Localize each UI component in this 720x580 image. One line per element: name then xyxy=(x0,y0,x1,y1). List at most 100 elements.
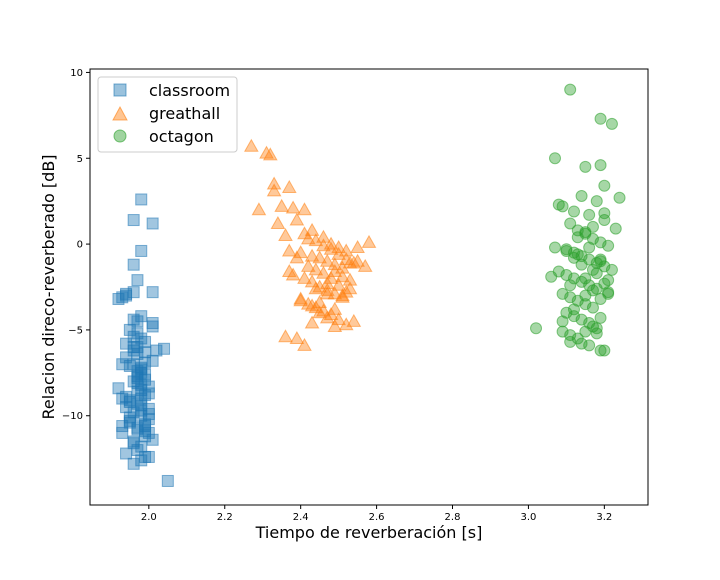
y-tick-label: 5 xyxy=(77,154,83,165)
point-octagon xyxy=(609,222,622,235)
point-octagon xyxy=(564,83,577,96)
point-greathall xyxy=(259,145,274,159)
point-classroom xyxy=(135,454,148,467)
point-greathall xyxy=(361,234,377,248)
point-classroom xyxy=(135,404,148,417)
legend-box xyxy=(97,76,238,153)
point-octagon xyxy=(530,322,543,335)
x-tick-label: 2.2 xyxy=(217,512,233,523)
point-greathall xyxy=(281,179,297,193)
point-octagon xyxy=(590,327,603,340)
point-octagon xyxy=(586,263,599,276)
point-octagon xyxy=(586,284,599,297)
point-classroom xyxy=(127,286,140,299)
point-octagon xyxy=(560,268,573,281)
point-classroom xyxy=(131,315,144,328)
point-classroom xyxy=(123,414,136,427)
point-classroom xyxy=(131,341,144,354)
point-greathall xyxy=(308,262,324,276)
y-tick-label: −5 xyxy=(68,325,83,336)
point-greathall xyxy=(304,315,320,329)
point-classroom xyxy=(139,418,152,431)
point-greathall xyxy=(289,250,305,264)
point-classroom xyxy=(150,344,163,357)
x-tick-label: 2.8 xyxy=(445,512,461,523)
point-classroom xyxy=(146,320,159,333)
point-greathall xyxy=(335,289,350,303)
point-octagon xyxy=(583,241,596,254)
point-greathall xyxy=(342,272,358,286)
data-points xyxy=(112,83,626,487)
point-greathall xyxy=(316,265,331,279)
point-octagon xyxy=(564,217,577,230)
point-greathall xyxy=(281,264,297,278)
point-classroom xyxy=(120,390,133,403)
legend-marker-octagon xyxy=(113,129,127,143)
point-greathall xyxy=(274,198,290,212)
point-classroom xyxy=(135,440,148,453)
point-classroom xyxy=(135,193,148,206)
point-octagon xyxy=(598,179,611,192)
point-greathall xyxy=(327,318,343,332)
point-greathall xyxy=(285,200,301,214)
point-octagon xyxy=(583,208,596,221)
point-octagon xyxy=(567,251,580,264)
point-octagon xyxy=(556,315,569,328)
point-classroom xyxy=(161,474,174,487)
point-greathall xyxy=(300,258,316,272)
y-tick-label: 0 xyxy=(77,240,83,251)
x-tick-label: 3.0 xyxy=(520,512,536,523)
point-octagon xyxy=(594,236,607,249)
point-classroom xyxy=(142,387,155,400)
point-octagon xyxy=(583,339,596,352)
point-greathall xyxy=(342,281,358,295)
point-classroom xyxy=(116,426,129,439)
point-classroom xyxy=(158,342,171,355)
point-classroom xyxy=(131,421,144,434)
point-classroom xyxy=(127,330,140,343)
point-greathall xyxy=(338,317,354,331)
point-greathall xyxy=(270,215,286,229)
point-octagon xyxy=(571,224,584,237)
axes-frame xyxy=(89,68,649,506)
point-classroom xyxy=(131,370,144,383)
point-greathall xyxy=(323,270,339,284)
point-greathall xyxy=(331,246,346,260)
point-octagon xyxy=(579,272,592,285)
point-greathall xyxy=(308,233,324,247)
point-octagon xyxy=(556,325,569,338)
point-greathall xyxy=(335,288,350,302)
point-greathall xyxy=(323,306,339,320)
point-octagon xyxy=(579,298,592,311)
legend-label-greathall: greathall xyxy=(149,104,220,123)
point-greathall xyxy=(297,337,312,351)
x-tick-label: 2.6 xyxy=(369,512,385,523)
point-greathall xyxy=(293,291,309,305)
legend-label-octagon: octagon xyxy=(149,127,214,146)
point-greathall xyxy=(297,202,312,216)
x-tick-label: 2.4 xyxy=(293,512,309,523)
point-greathall xyxy=(319,276,335,290)
point-octagon xyxy=(602,274,615,287)
point-greathall xyxy=(350,240,365,254)
point-greathall xyxy=(293,293,309,307)
point-classroom xyxy=(127,313,140,326)
point-octagon xyxy=(605,263,618,276)
point-greathall xyxy=(338,243,354,257)
x-tick-label: 3.2 xyxy=(596,512,612,523)
point-classroom xyxy=(127,258,140,271)
point-greathall xyxy=(312,294,328,308)
point-classroom xyxy=(120,401,133,414)
point-octagon xyxy=(575,258,588,271)
point-octagon xyxy=(590,195,603,208)
point-octagon xyxy=(594,344,607,357)
point-classroom xyxy=(146,433,159,446)
point-greathall xyxy=(297,270,312,284)
point-classroom xyxy=(146,354,159,367)
point-classroom xyxy=(112,382,125,395)
point-greathall xyxy=(304,298,320,312)
point-octagon xyxy=(560,244,573,257)
point-octagon xyxy=(586,320,599,333)
point-octagon xyxy=(549,152,561,165)
point-classroom xyxy=(123,359,136,372)
